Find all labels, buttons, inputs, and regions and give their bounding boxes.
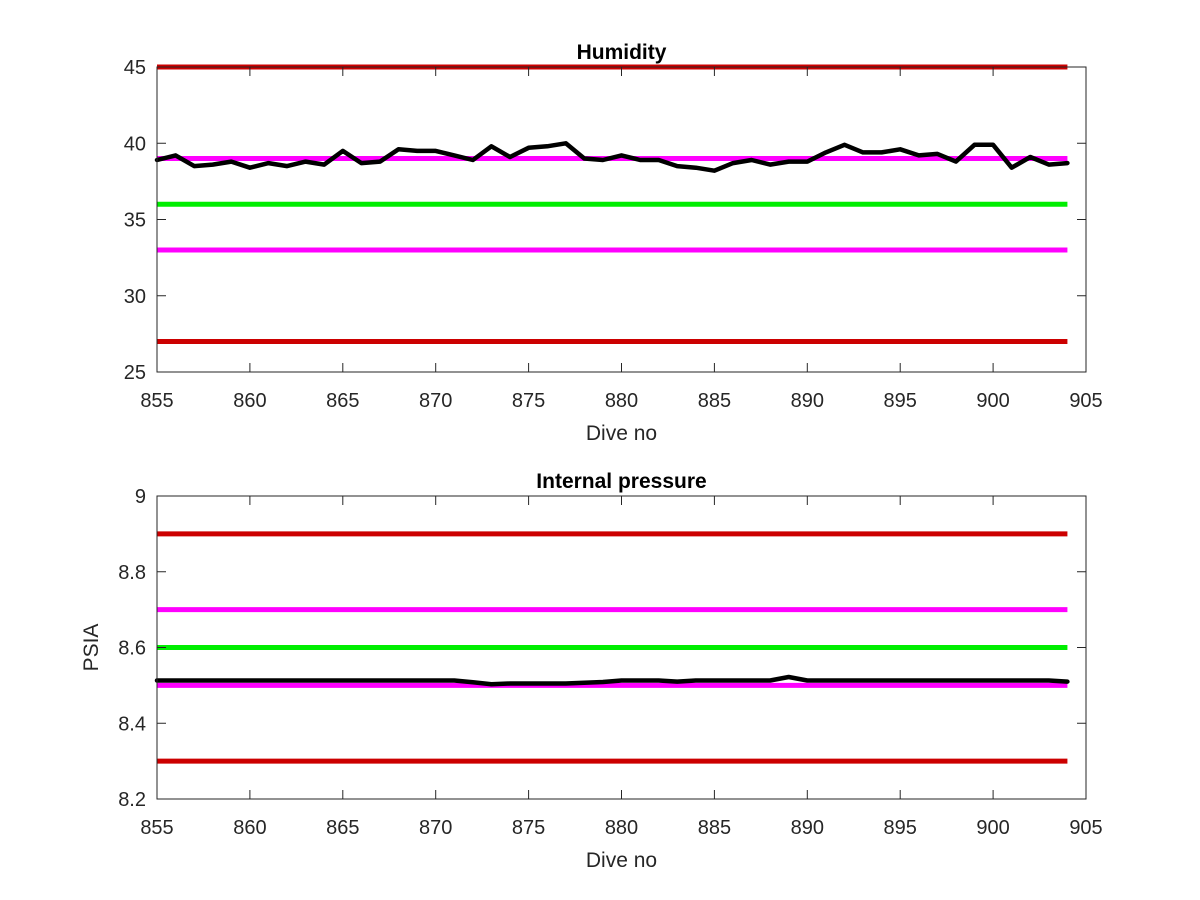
humidity-y-tick-label: 25 (124, 362, 146, 384)
pressure-y-tick-label: 9 (135, 486, 146, 508)
humidity-x-tick-label: 890 (791, 390, 824, 412)
humidity-y-axis: 25 30 35 40 45 (124, 57, 1086, 384)
humidity-x-tick-label: 905 (1069, 390, 1102, 412)
humidity-y-tick-label: 35 (124, 210, 146, 232)
pressure-y-tick-label: 8.4 (118, 713, 146, 735)
humidity-x-axis-label: Dive no (586, 422, 657, 445)
pressure-x-tick-label: 900 (976, 817, 1009, 839)
humidity-x-tick-label: 880 (605, 390, 638, 412)
pressure-x-tick-label: 880 (605, 817, 638, 839)
pressure-x-axis-label: Dive no (586, 849, 657, 872)
pressure-x-tick-label: 865 (326, 817, 359, 839)
pressure-y-tick-label: 8.6 (118, 638, 146, 660)
humidity-y-tick-label: 30 (124, 286, 146, 308)
humidity-chart-title: Humidity (577, 41, 667, 64)
humidity-y-tick-label: 45 (124, 57, 146, 79)
humidity-x-tick-label: 870 (419, 390, 452, 412)
pressure-x-axis: 855 860 865 870 875 880 885 890 895 900 905 (140, 496, 1103, 839)
humidity-panel: 855 860 865 870 875 880 885 890 895 900 905 25 30 35… (124, 41, 1103, 445)
pressure-x-tick-label: 890 (791, 817, 824, 839)
humidity-x-tick-label: 865 (326, 390, 359, 412)
pressure-x-tick-label: 905 (1069, 817, 1102, 839)
pressure-x-tick-label: 860 (233, 817, 266, 839)
humidity-x-axis: 855 860 865 870 875 880 885 890 895 900 905 (140, 67, 1103, 412)
humidity-x-tick-label: 860 (233, 390, 266, 412)
pressure-chart-title: Internal pressure (536, 470, 706, 493)
pressure-x-tick-label: 895 (884, 817, 917, 839)
pressure-y-tick-label: 8.8 (118, 562, 146, 584)
humidity-x-tick-label: 875 (512, 390, 545, 412)
pressure-y-tick-label: 8.2 (118, 789, 146, 811)
pressure-x-tick-label: 885 (698, 817, 731, 839)
pressure-y-axis: 8.2 8.4 8.6 8.8 9 (118, 486, 1086, 811)
pressure-x-tick-label: 855 (140, 817, 173, 839)
pressure-y-axis-label: PSIA (80, 624, 103, 672)
internal-pressure-panel: 855 860 865 870 875 880 885 890 895 900 905 8.2 8.4… (80, 470, 1103, 872)
humidity-x-tick-label: 885 (698, 390, 731, 412)
humidity-x-tick-label: 900 (976, 390, 1009, 412)
humidity-series-line-0 (154, 141, 1070, 173)
pressure-x-tick-label: 875 (512, 817, 545, 839)
pressure-plot-area (154, 531, 1070, 764)
pressure-series-line-0 (154, 674, 1070, 687)
humidity-x-tick-label: 895 (884, 390, 917, 412)
humidity-y-tick-label: 40 (124, 133, 146, 155)
pressure-x-tick-label: 870 (419, 817, 452, 839)
humidity-x-tick-label: 855 (140, 390, 173, 412)
